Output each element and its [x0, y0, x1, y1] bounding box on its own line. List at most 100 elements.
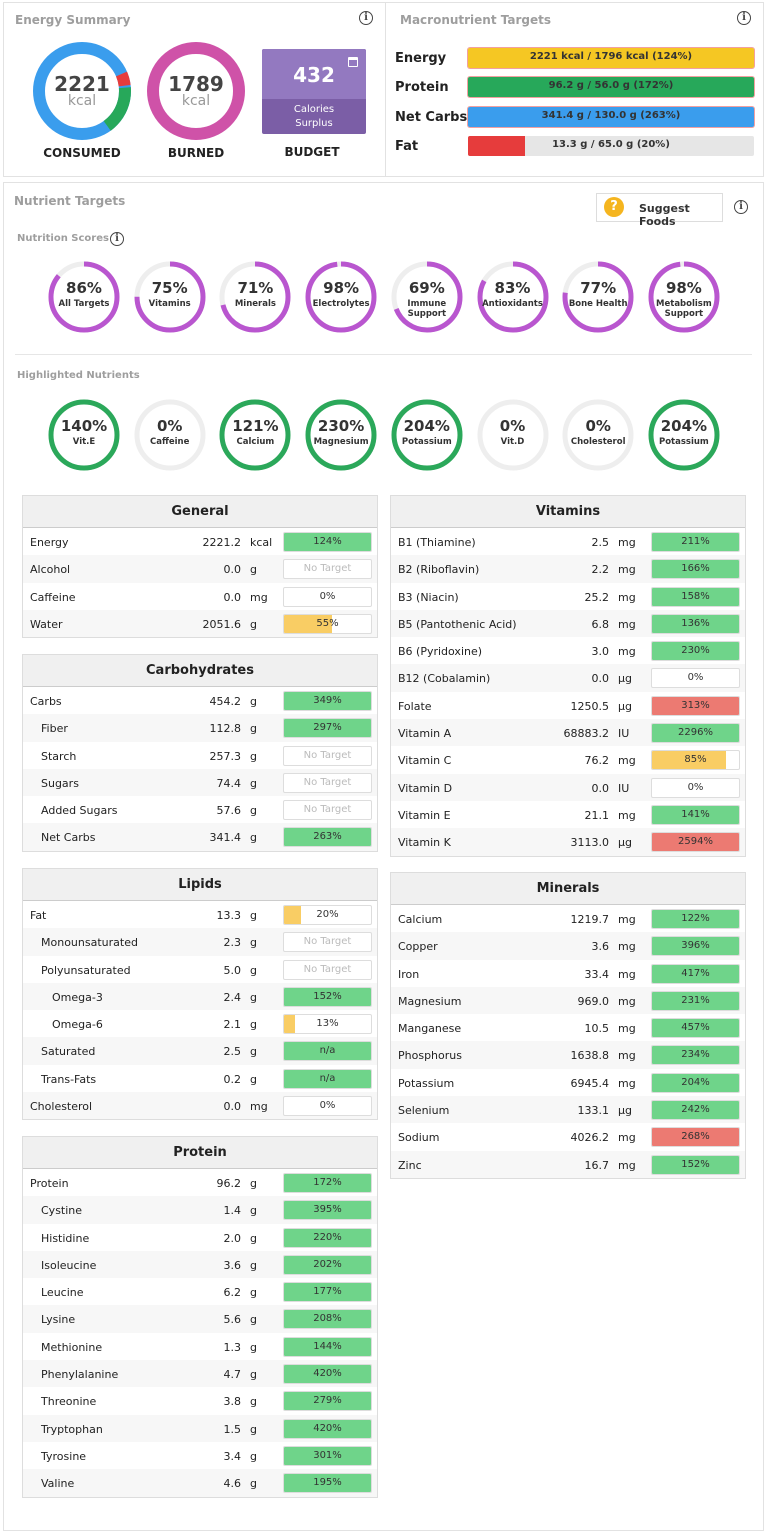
table-row[interactable]: Vitamin D 0.0 IU 0% [391, 773, 745, 801]
table-row[interactable]: Caffeine 0.0 mg 0% [23, 583, 377, 610]
table-row[interactable]: B1 (Thiamine) 2.5 mg 211% [391, 528, 745, 555]
table-row[interactable]: Isoleucine 3.6 g 202% [23, 1250, 377, 1279]
table-row[interactable]: Sugars 74.4 g No Target [23, 768, 377, 797]
table-row[interactable]: Selenium 133.1 µg 242% [391, 1096, 745, 1124]
macro-text: 13.3 g / 65.0 g (20%) [552, 139, 670, 150]
highlighted-nutrient-ring[interactable]: 0% Cholesterol [560, 397, 636, 473]
table-row[interactable]: Manganese 10.5 mg 457% [391, 1014, 745, 1041]
ring-name: Potassium [401, 437, 452, 447]
macro-info-icon[interactable]: i [737, 11, 751, 25]
table-row[interactable]: Copper 3.6 mg 396% [391, 932, 745, 960]
nutrient-value: 0.0 [591, 781, 610, 795]
nutrient-percent: 0% [319, 590, 336, 602]
macro-fill [468, 48, 754, 68]
table-row[interactable]: Water 2051.6 g 55% [23, 609, 377, 638]
table-row[interactable]: Threonine 3.8 g 279% [23, 1387, 377, 1414]
nutrient-name: Vitamin K [398, 836, 451, 850]
nutrient-percent: 177% [313, 1286, 342, 1298]
nutrition-score-ring[interactable]: 83% Antioxidants [475, 259, 551, 335]
table-row[interactable]: Calcium 1219.7 mg 122% [391, 905, 745, 932]
table-row[interactable]: Potassium 6945.4 mg 204% [391, 1069, 745, 1096]
table-row[interactable]: Starch 257.3 g No Target [23, 742, 377, 769]
nutrient-unit: g [250, 1286, 257, 1300]
table-row[interactable]: B6 (Pyridoxine) 3.0 mg 230% [391, 637, 745, 664]
nutrition-score-ring[interactable]: 98% Metabolism Support [646, 259, 722, 335]
nutrient-name: Trans-Fats [41, 1072, 97, 1086]
table-row[interactable]: Vitamin C 76.2 mg 85% [391, 746, 745, 773]
table-title: Lipids [23, 869, 377, 901]
table-row[interactable]: Iron 33.4 mg 417% [391, 960, 745, 987]
table-row[interactable]: Alcohol 0.0 g No Target [23, 555, 377, 583]
table-row[interactable]: Vitamin K 3113.0 µg 2594% [391, 828, 745, 856]
nutrition-score-ring[interactable]: 86% All Targets [46, 259, 122, 335]
table-row[interactable]: Vitamin A 68883.2 IU 2296% [391, 719, 745, 747]
table-row[interactable]: Leucine 6.2 g 177% [23, 1278, 377, 1305]
nutrient-value: 0.0 [223, 590, 242, 604]
highlighted-nutrient-ring[interactable]: 204% Potassium [646, 397, 722, 473]
table-row[interactable]: Tyrosine 3.4 g 301% [23, 1442, 377, 1469]
nutrient-progress-bar: 2296% [651, 723, 740, 744]
table-row[interactable]: Tryptophan 1.5 g 420% [23, 1414, 377, 1442]
table-row[interactable]: Phosphorus 1638.8 mg 234% [391, 1041, 745, 1069]
energy-info-icon[interactable]: i [359, 11, 373, 25]
nutrient-unit: IU [618, 781, 630, 795]
ring-name: Minerals [234, 299, 276, 309]
nutrient-progress-bar: 208% [283, 1309, 372, 1330]
nutrient-percent: 263% [313, 831, 342, 843]
nutrition-score-ring[interactable]: 69% Immune Support [389, 259, 465, 335]
highlighted-nutrient-ring[interactable]: 0% Caffeine [132, 397, 208, 473]
table-row[interactable]: Phenylalanine 4.7 g 420% [23, 1360, 377, 1388]
highlighted-nutrient-ring[interactable]: 140% Vit.E [46, 397, 122, 473]
table-row[interactable]: Valine 4.6 g 195% [23, 1469, 377, 1497]
table-row[interactable]: Sodium 4026.2 mg 268% [391, 1123, 745, 1150]
table-row[interactable]: B2 (Riboflavin) 2.2 mg 166% [391, 555, 745, 583]
table-row[interactable]: Zinc 16.7 mg 152% [391, 1150, 745, 1178]
nutrient-percent: 55% [316, 617, 339, 629]
table-row[interactable]: Lysine 5.6 g 208% [23, 1305, 377, 1333]
nutrition-score-ring[interactable]: 71% Minerals [217, 259, 293, 335]
table-row[interactable]: Fiber 112.8 g 297% [23, 714, 377, 742]
nutrient-unit: g [250, 722, 257, 736]
table-row[interactable]: Energy 2221.2 kcal 124% [23, 528, 377, 555]
table-row[interactable]: Cystine 1.4 g 395% [23, 1196, 377, 1224]
highlighted-nutrient-ring[interactable]: 230% Magnesium [303, 397, 379, 473]
table-row[interactable]: Cholesterol 0.0 mg 0% [23, 1092, 377, 1120]
table-row[interactable]: Monounsaturated 2.3 g No Target [23, 928, 377, 956]
scores-info-icon[interactable]: i [110, 232, 124, 246]
table-row[interactable]: Fat 13.3 g 20% [23, 901, 377, 928]
highlighted-nutrients-title: Highlighted Nutrients [17, 370, 140, 381]
nutrient-progress-bar: 20% [283, 905, 372, 925]
carbohydrates-table: Carbohydrates Carbs 454.2 g 349% Fiber 112.8 g 2… [22, 654, 378, 852]
nutrient-percent: 152% [313, 990, 342, 1002]
nutrition-score-ring[interactable]: 98% Electrolytes [303, 259, 379, 335]
ring-name: Metabolism Support [656, 299, 712, 319]
table-row[interactable]: Carbs 454.2 g 349% [23, 687, 377, 714]
highlighted-nutrient-ring[interactable]: 121% Calcium [217, 397, 293, 473]
nutrient-percent: 396% [681, 940, 710, 952]
table-row[interactable]: Polyunsaturated 5.0 g No Target [23, 956, 377, 983]
nutrient-name: Omega-6 [52, 1018, 103, 1032]
table-row[interactable]: Magnesium 969.0 mg 231% [391, 986, 745, 1015]
table-row[interactable]: Omega-3 2.4 g 152% [23, 982, 377, 1011]
table-row[interactable]: Added Sugars 57.6 g No Target [23, 796, 377, 823]
suggest-foods-button[interactable]: ? Suggest Foods [596, 193, 723, 228]
table-row[interactable]: Histidine 2.0 g 220% [23, 1224, 377, 1251]
table-row[interactable]: B12 (Cobalamin) 0.0 µg 0% [391, 664, 745, 692]
table-row[interactable]: B3 (Niacin) 25.2 mg 158% [391, 583, 745, 610]
table-row[interactable]: Net Carbs 341.4 g 263% [23, 823, 377, 851]
table-row[interactable]: Vitamin E 21.1 mg 141% [391, 801, 745, 828]
table-row[interactable]: Methionine 1.3 g 144% [23, 1333, 377, 1360]
table-row[interactable]: Omega-6 2.1 g 13% [23, 1010, 377, 1037]
table-row[interactable]: B5 (Pantothenic Acid) 6.8 mg 136% [391, 609, 745, 638]
table-row[interactable]: Protein 96.2 g 172% [23, 1169, 377, 1196]
nutrient-progress-bar: 220% [283, 1227, 372, 1248]
nutrient-value: 5.0 [223, 963, 242, 977]
nutrition-score-ring[interactable]: 75% Vitamins [132, 259, 208, 335]
highlighted-nutrient-ring[interactable]: 0% Vit.D [475, 397, 551, 473]
highlighted-nutrient-ring[interactable]: 204% Potassium [389, 397, 465, 473]
nutrition-score-ring[interactable]: 77% Bone Health [560, 259, 636, 335]
table-row[interactable]: Folate 1250.5 µg 313% [391, 692, 745, 719]
table-row[interactable]: Trans-Fats 0.2 g n/a [23, 1065, 377, 1092]
table-row[interactable]: Saturated 2.5 g n/a [23, 1037, 377, 1065]
nutrient-info-icon[interactable]: i [734, 200, 748, 214]
